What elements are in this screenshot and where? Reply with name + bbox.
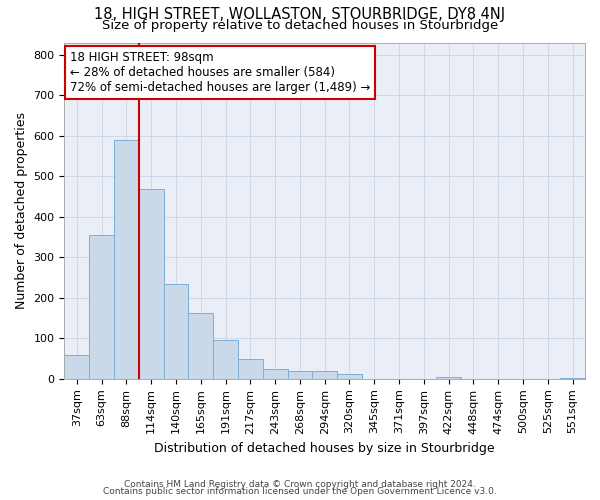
Bar [337, 374, 362, 379]
Text: 18 HIGH STREET: 98sqm
← 28% of detached houses are smaller (584)
72% of semi-det: 18 HIGH STREET: 98sqm ← 28% of detached … [70, 51, 370, 94]
Bar [139, 189, 164, 379]
Text: 18, HIGH STREET, WOLLASTON, STOURBRIDGE, DY8 4NJ: 18, HIGH STREET, WOLLASTON, STOURBRIDGE,… [94, 8, 506, 22]
Bar [313, 370, 337, 379]
Bar [238, 360, 263, 379]
Bar [287, 370, 313, 379]
Bar [64, 356, 89, 379]
Bar [263, 368, 287, 379]
Bar [114, 140, 139, 379]
Text: Contains public sector information licensed under the Open Government Licence v3: Contains public sector information licen… [103, 487, 497, 496]
X-axis label: Distribution of detached houses by size in Stourbridge: Distribution of detached houses by size … [154, 442, 495, 455]
Text: Contains HM Land Registry data © Crown copyright and database right 2024.: Contains HM Land Registry data © Crown c… [124, 480, 476, 489]
Y-axis label: Number of detached properties: Number of detached properties [15, 112, 28, 309]
Bar [436, 377, 461, 379]
Bar [164, 284, 188, 379]
Bar [188, 313, 213, 379]
Bar [560, 378, 585, 379]
Bar [89, 235, 114, 379]
Bar [213, 340, 238, 379]
Text: Size of property relative to detached houses in Stourbridge: Size of property relative to detached ho… [102, 18, 498, 32]
